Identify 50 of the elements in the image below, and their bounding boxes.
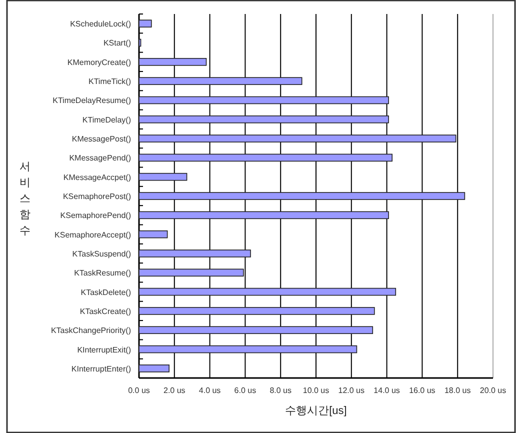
- y-tick-label: KTimeDelay(): [82, 115, 132, 124]
- y-tick-label: KInterruptEnter(): [71, 364, 132, 374]
- y-tick-label: KSemaphorePend(): [60, 211, 132, 220]
- bar: [138, 364, 170, 372]
- x-tick-label: 12.0 us: [338, 386, 365, 395]
- y-tick-label: KTaskDelete(): [80, 288, 132, 297]
- bar: [138, 211, 389, 220]
- y-tick-label: KScheduleLock(): [70, 20, 132, 29]
- x-tick-label: 10.0 us: [302, 386, 330, 395]
- bar: [138, 172, 188, 181]
- y-tick-label: KTaskChangePriority(): [50, 326, 132, 336]
- bar: [138, 77, 302, 85]
- x-tick-label: 20.0 us: [480, 386, 506, 395]
- x-tick-label: 8.0 us: [270, 386, 292, 395]
- bar: [138, 20, 152, 28]
- bar: [138, 230, 168, 238]
- bar: [138, 58, 207, 66]
- x-tick-label: 6.0 us: [234, 386, 256, 395]
- bar: [138, 268, 244, 277]
- y-tick-label: KTaskResume(): [74, 268, 132, 278]
- bar: [138, 288, 396, 296]
- y-tick-label: KTimeDelayResume(): [52, 96, 132, 106]
- y-tick-label: KMessagePost(): [72, 134, 132, 144]
- y-tick-label: KStart(): [103, 38, 132, 48]
- bar: [138, 345, 358, 354]
- y-tick-label: KTimeTick(): [88, 77, 132, 86]
- y-tick-label: KTaskSuspend(): [72, 249, 132, 258]
- y-tick-label: KSemaphorePost(): [62, 192, 132, 201]
- y-tick-label: KSemaphoreAccept(): [54, 230, 132, 240]
- bar: [138, 250, 251, 258]
- y-tick-label: KMessagePend(): [69, 154, 132, 163]
- y-tick-label: KTaskCreate(): [80, 306, 132, 316]
- x-tick-label: 18.0 us: [444, 386, 471, 395]
- bar: [138, 307, 375, 315]
- y-tick-label: KMessageAccpet(): [63, 172, 132, 182]
- bar: [138, 96, 389, 104]
- y-tick-label: KMemoryCreate(): [67, 58, 132, 67]
- y-axis-title: 서비스함수: [20, 161, 30, 237]
- bar: [138, 115, 389, 124]
- bar: [138, 134, 456, 142]
- bar: [138, 154, 393, 162]
- x-axis-title: 수행시간[us]: [285, 405, 347, 417]
- bar: [138, 326, 374, 334]
- x-tick-label: 16.0 us: [409, 386, 436, 395]
- x-tick-label: 2.0 us: [164, 386, 186, 395]
- bar: [138, 192, 466, 200]
- x-tick-label: 0.0 us: [128, 386, 150, 395]
- x-tick-label: 14.0 us: [374, 386, 400, 395]
- y-tick-label: KInterruptExit(): [77, 345, 132, 354]
- x-tick-label: 4.0 us: [198, 386, 221, 395]
